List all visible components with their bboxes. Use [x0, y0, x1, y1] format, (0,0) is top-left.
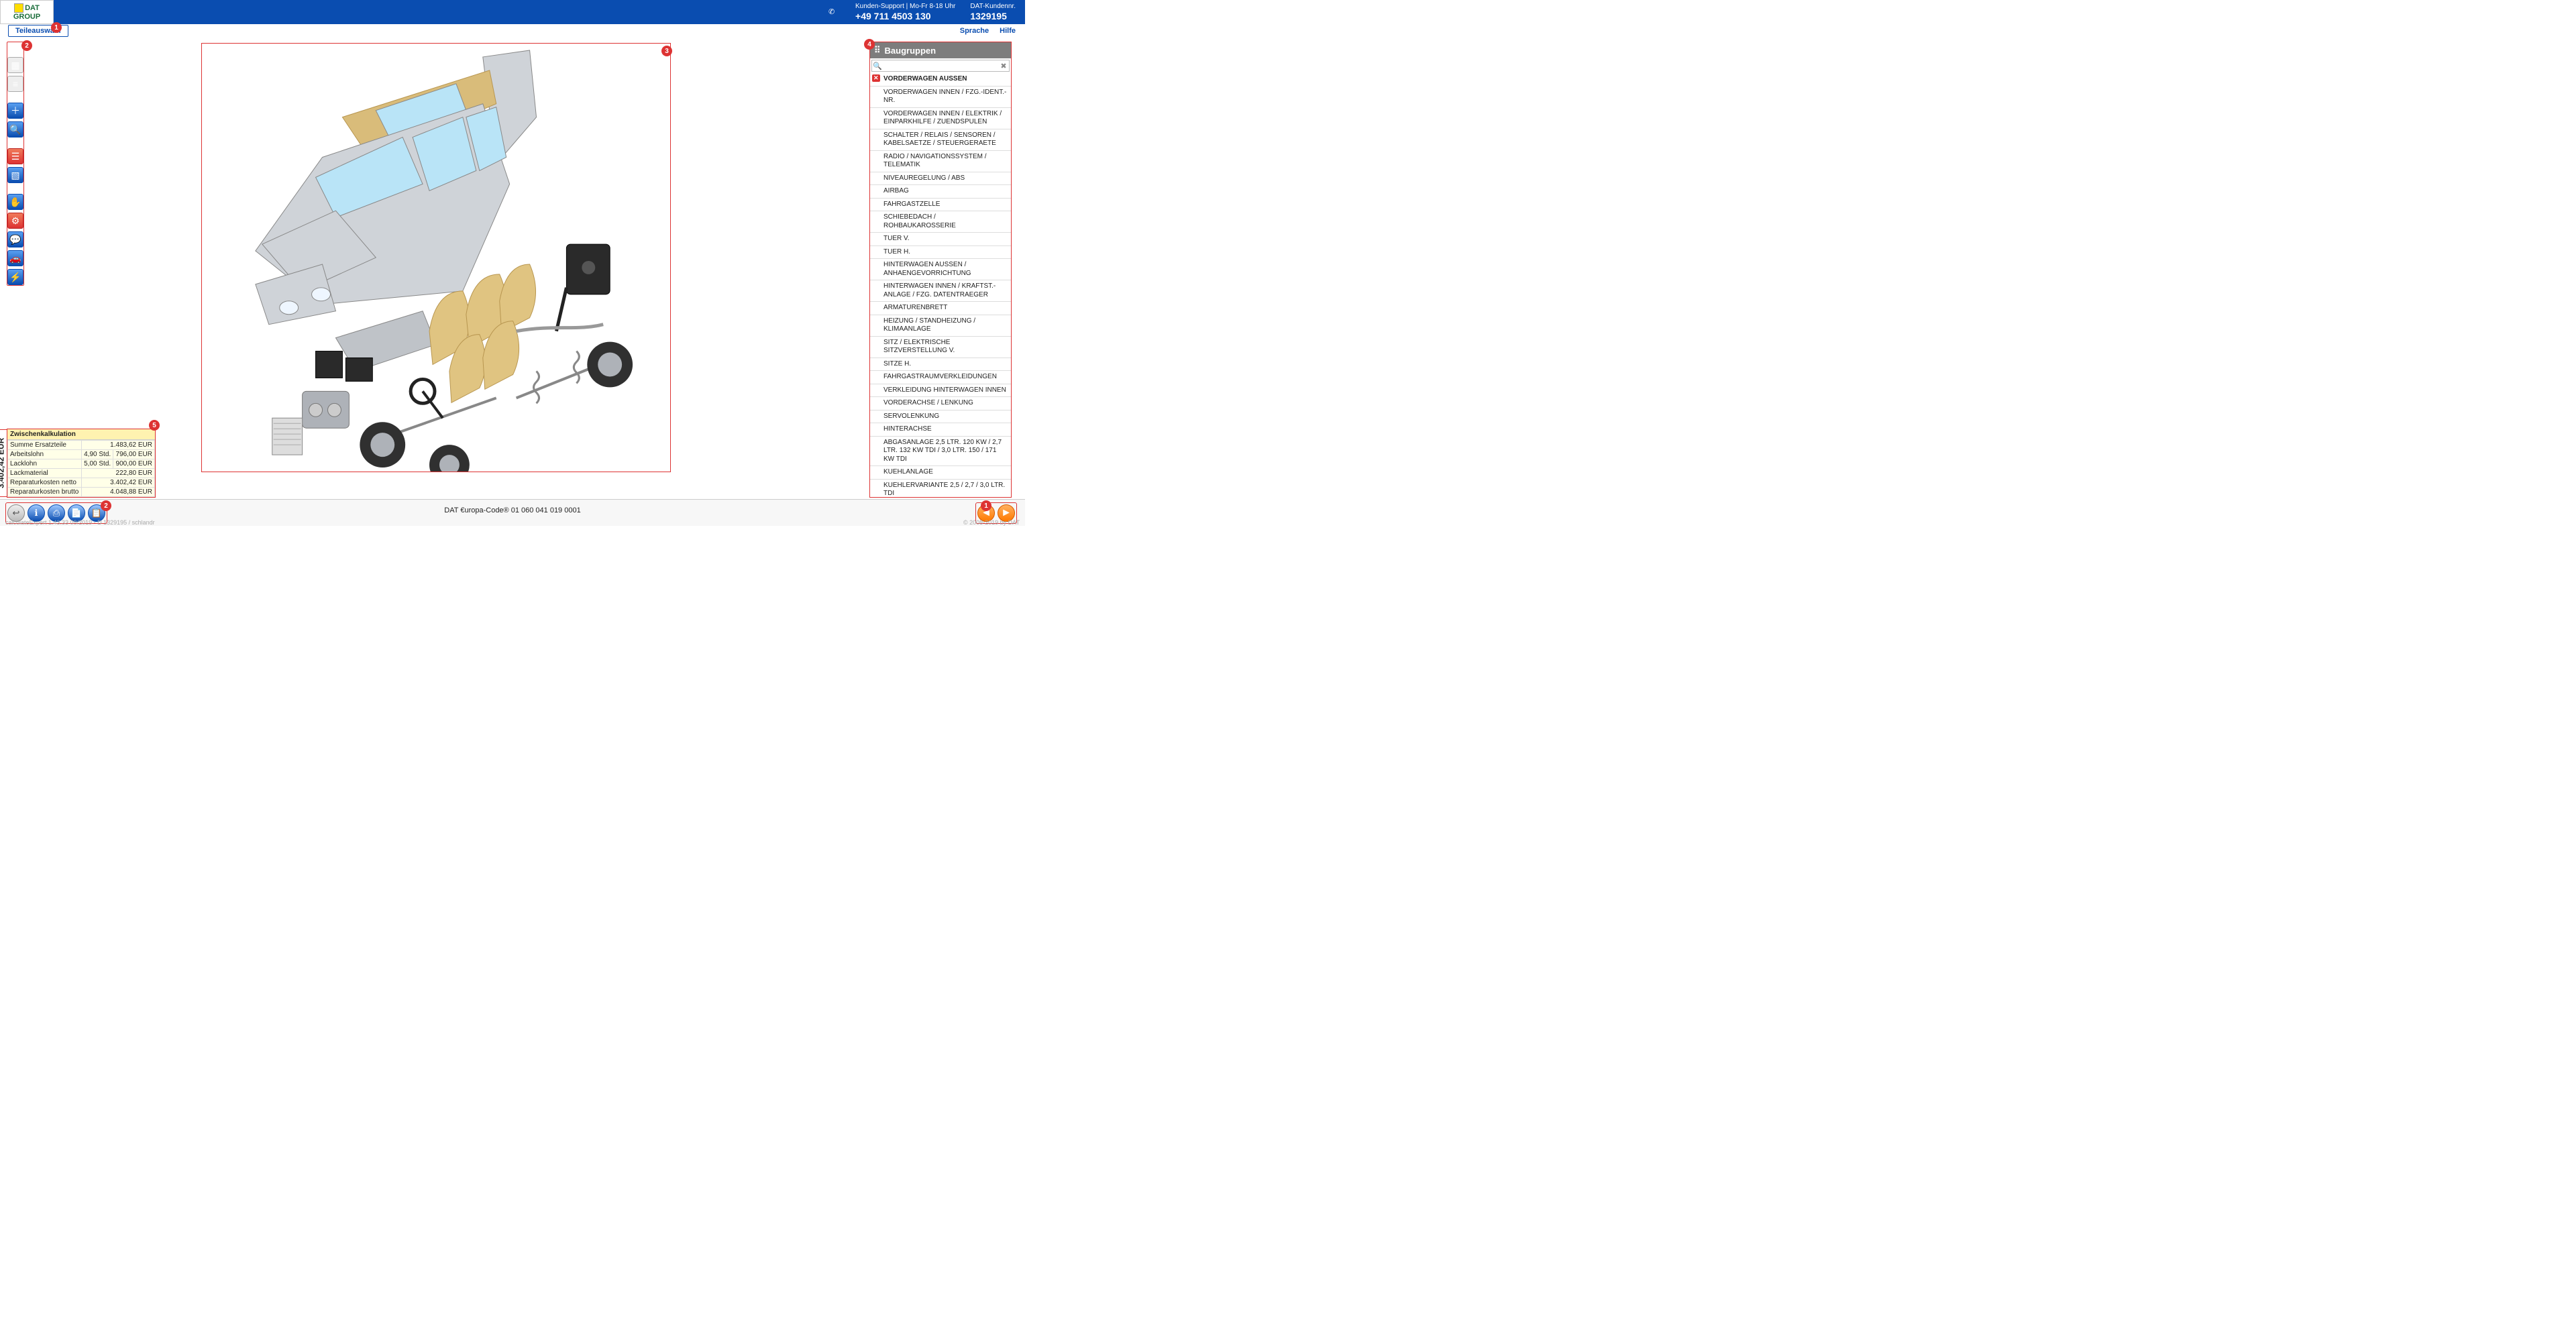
car-icon[interactable]: 🚗 [7, 250, 23, 266]
grip-icon: ⠿ [874, 45, 881, 56]
baugruppen-item[interactable]: KUEHLANLAGE [870, 466, 1011, 480]
baugruppen-item[interactable]: VORDERACHSE / LENKUNG [870, 397, 1011, 410]
footer: ↩ℹ⎙📄📋 DAT €uropa-Code® 01 060 041 019 00… [0, 499, 1025, 526]
kundennr-value: 1329195 [970, 11, 1016, 22]
hand-icon[interactable]: ✋ [7, 194, 23, 210]
logo-top: DAT [25, 5, 40, 12]
callout-marker-2b: 2 [101, 500, 111, 511]
baugruppen-panel: ⠿ Baugruppen 🔍 ✖ VORDERWAGEN AUSSENVORDE… [869, 42, 1012, 498]
plus-icon[interactable]: ＋ [7, 103, 23, 119]
footer-copyright: © 2008-2019 by DAT [963, 519, 1020, 526]
baugruppen-item[interactable]: VORDERWAGEN INNEN / ELEKTRIK / EINPARKHI… [870, 108, 1011, 129]
logo[interactable]: DAT GROUP [0, 0, 54, 24]
baugruppen-item[interactable]: AIRBAG [870, 185, 1011, 199]
left-toolbar: ▦ ≡ ＋ 🔍 ☰ ▧ ✋ ⚙ 💬 🚗 ⚡ [7, 42, 24, 286]
baugruppen-item[interactable]: SITZE H. [870, 358, 1011, 372]
calc-table: Summe Ersatzteile1.483,62 EURArbeitslohn… [7, 440, 155, 497]
search-icon[interactable]: 🔍 [7, 121, 23, 138]
baugruppen-item[interactable]: SCHALTER / RELAIS / SENSOREN / KABELSAET… [870, 129, 1011, 151]
calc-row: Lacklohn5,00 Std.900,00 EUR [8, 459, 155, 469]
clear-icon[interactable]: ✖ [998, 62, 1009, 70]
baugruppen-item[interactable]: VERKLEIDUNG HINTERWAGEN INNEN [870, 384, 1011, 398]
calc-side-total: 3.402,42 EUR [0, 429, 7, 497]
callout-marker-4: 4 [864, 39, 875, 50]
callout-marker-1b: 1 [981, 500, 991, 511]
baugruppen-search-input[interactable] [883, 60, 998, 71]
baugruppen-item[interactable]: NIVEAUREGELUNG / ABS [870, 172, 1011, 186]
logo-bottom: GROUP [13, 13, 40, 21]
menu-icon[interactable]: ≡ [7, 76, 23, 92]
header-right: ✆ Kunden-Support | Mo-Fr 8-18 Uhr +49 71… [828, 3, 1025, 22]
image-icon[interactable]: ▧ [7, 167, 23, 183]
baugruppen-item[interactable]: ABGASANLAGE 2,5 LTR. 120 KW / 2,7 LTR. 1… [870, 437, 1011, 467]
baugruppen-item[interactable]: HINTERWAGEN INNEN / KRAFTST.-ANLAGE / FZ… [870, 280, 1011, 302]
tab-row: Teileauswahl Sprache Hilfe [0, 24, 1025, 38]
baugruppen-item[interactable]: KUEHLERVARIANTE 2,5 / 2,7 / 3,0 LTR. TDI [870, 480, 1011, 498]
support-block: Kunden-Support | Mo-Fr 8-18 Uhr +49 711 … [855, 3, 955, 22]
callout-marker-3: 3 [661, 46, 672, 56]
footer-status: calculateExpert 1.43.33 09/2019 - D 1329… [5, 519, 155, 526]
calc-row: Arbeitslohn4,90 Std.796,00 EUR [8, 450, 155, 459]
callout-marker-2: 2 [21, 40, 32, 51]
baugruppen-item[interactable]: HINTERACHSE [870, 423, 1011, 437]
calc-row: Reparaturkosten brutto4.048,88 EUR [8, 488, 155, 497]
top-header: DAT GROUP ✆ Kunden-Support | Mo-Fr 8-18 … [0, 0, 1025, 24]
calc-row: Summe Ersatzteile1.483,62 EUR [8, 441, 155, 450]
kundennr-block: DAT-Kundennr. 1329195 [970, 3, 1016, 22]
link-language[interactable]: Sprache [960, 27, 989, 35]
logo-square-icon [14, 3, 23, 13]
baugruppen-item[interactable]: TUER V. [870, 233, 1011, 246]
calc-title: Zwischenkalkulation [7, 429, 155, 440]
search-icon[interactable]: 🔍 [872, 62, 883, 70]
calc-box: 3.402,42 EUR Zwischenkalkulation Summe E… [7, 429, 156, 498]
bolt-icon[interactable]: ⚡ [7, 269, 23, 285]
baugruppen-item[interactable]: ARMATURENBRETT [870, 302, 1011, 315]
baugruppen-item[interactable]: VORDERWAGEN AUSSEN [870, 73, 1011, 87]
baugruppen-item[interactable]: FAHRGASTZELLE [870, 199, 1011, 212]
baugruppen-title: Baugruppen [885, 46, 936, 56]
calc-row: Lackmaterial222,80 EUR [8, 469, 155, 478]
speech-icon[interactable]: 💬 [7, 231, 23, 248]
europa-code: DAT €uropa-Code® 01 060 041 019 0001 [444, 506, 580, 514]
top-links: Sprache Hilfe [960, 27, 1025, 35]
baugruppen-item[interactable]: HEIZUNG / STANDHEIZUNG / KLIMAANLAGE [870, 315, 1011, 337]
baugruppen-header[interactable]: ⠿ Baugruppen [870, 42, 1011, 58]
grid-icon[interactable]: ▦ [7, 57, 23, 73]
support-label: Kunden-Support | Mo-Fr 8-18 Uhr [855, 3, 955, 11]
callout-marker-1: 1 [51, 22, 62, 33]
vehicle-canvas[interactable] [201, 43, 671, 472]
baugruppen-item[interactable]: SCHIEBEDACH / ROHBAUKAROSSERIE [870, 211, 1011, 233]
baugruppen-item[interactable]: FAHRGASTRAUMVERKLEIDUNGEN [870, 371, 1011, 384]
baugruppen-item[interactable]: VORDERWAGEN INNEN / FZG.-IDENT.-NR. [870, 87, 1011, 108]
baugruppen-item[interactable]: HINTERWAGEN AUSSEN / ANHAENGEVORRICHTUNG [870, 259, 1011, 280]
baugruppen-item[interactable]: SERVOLENKUNG [870, 410, 1011, 424]
baugruppen-list[interactable]: VORDERWAGEN AUSSENVORDERWAGEN INNEN / FZ… [870, 73, 1011, 497]
callout-marker-5: 5 [149, 420, 160, 431]
list-icon[interactable]: ☰ [7, 148, 23, 164]
calc-row: Reparaturkosten netto3.402,42 EUR [8, 478, 155, 488]
link-help[interactable]: Hilfe [1000, 27, 1016, 35]
kundennr-label: DAT-Kundennr. [970, 3, 1016, 11]
baugruppen-item[interactable]: SITZ / ELEKTRISCHE SITZVERSTELLUNG V. [870, 337, 1011, 358]
baugruppen-search: 🔍 ✖ [871, 60, 1010, 72]
baugruppen-item[interactable]: TUER H. [870, 246, 1011, 260]
baugruppen-item[interactable]: RADIO / NAVIGATIONSSYSTEM / TELEMATIK [870, 151, 1011, 172]
support-phone: +49 711 4503 130 [855, 11, 955, 22]
vehicle-svg [202, 44, 670, 472]
parts-icon[interactable]: ⚙ [7, 213, 23, 229]
phone-icon: ✆ [828, 7, 838, 17]
